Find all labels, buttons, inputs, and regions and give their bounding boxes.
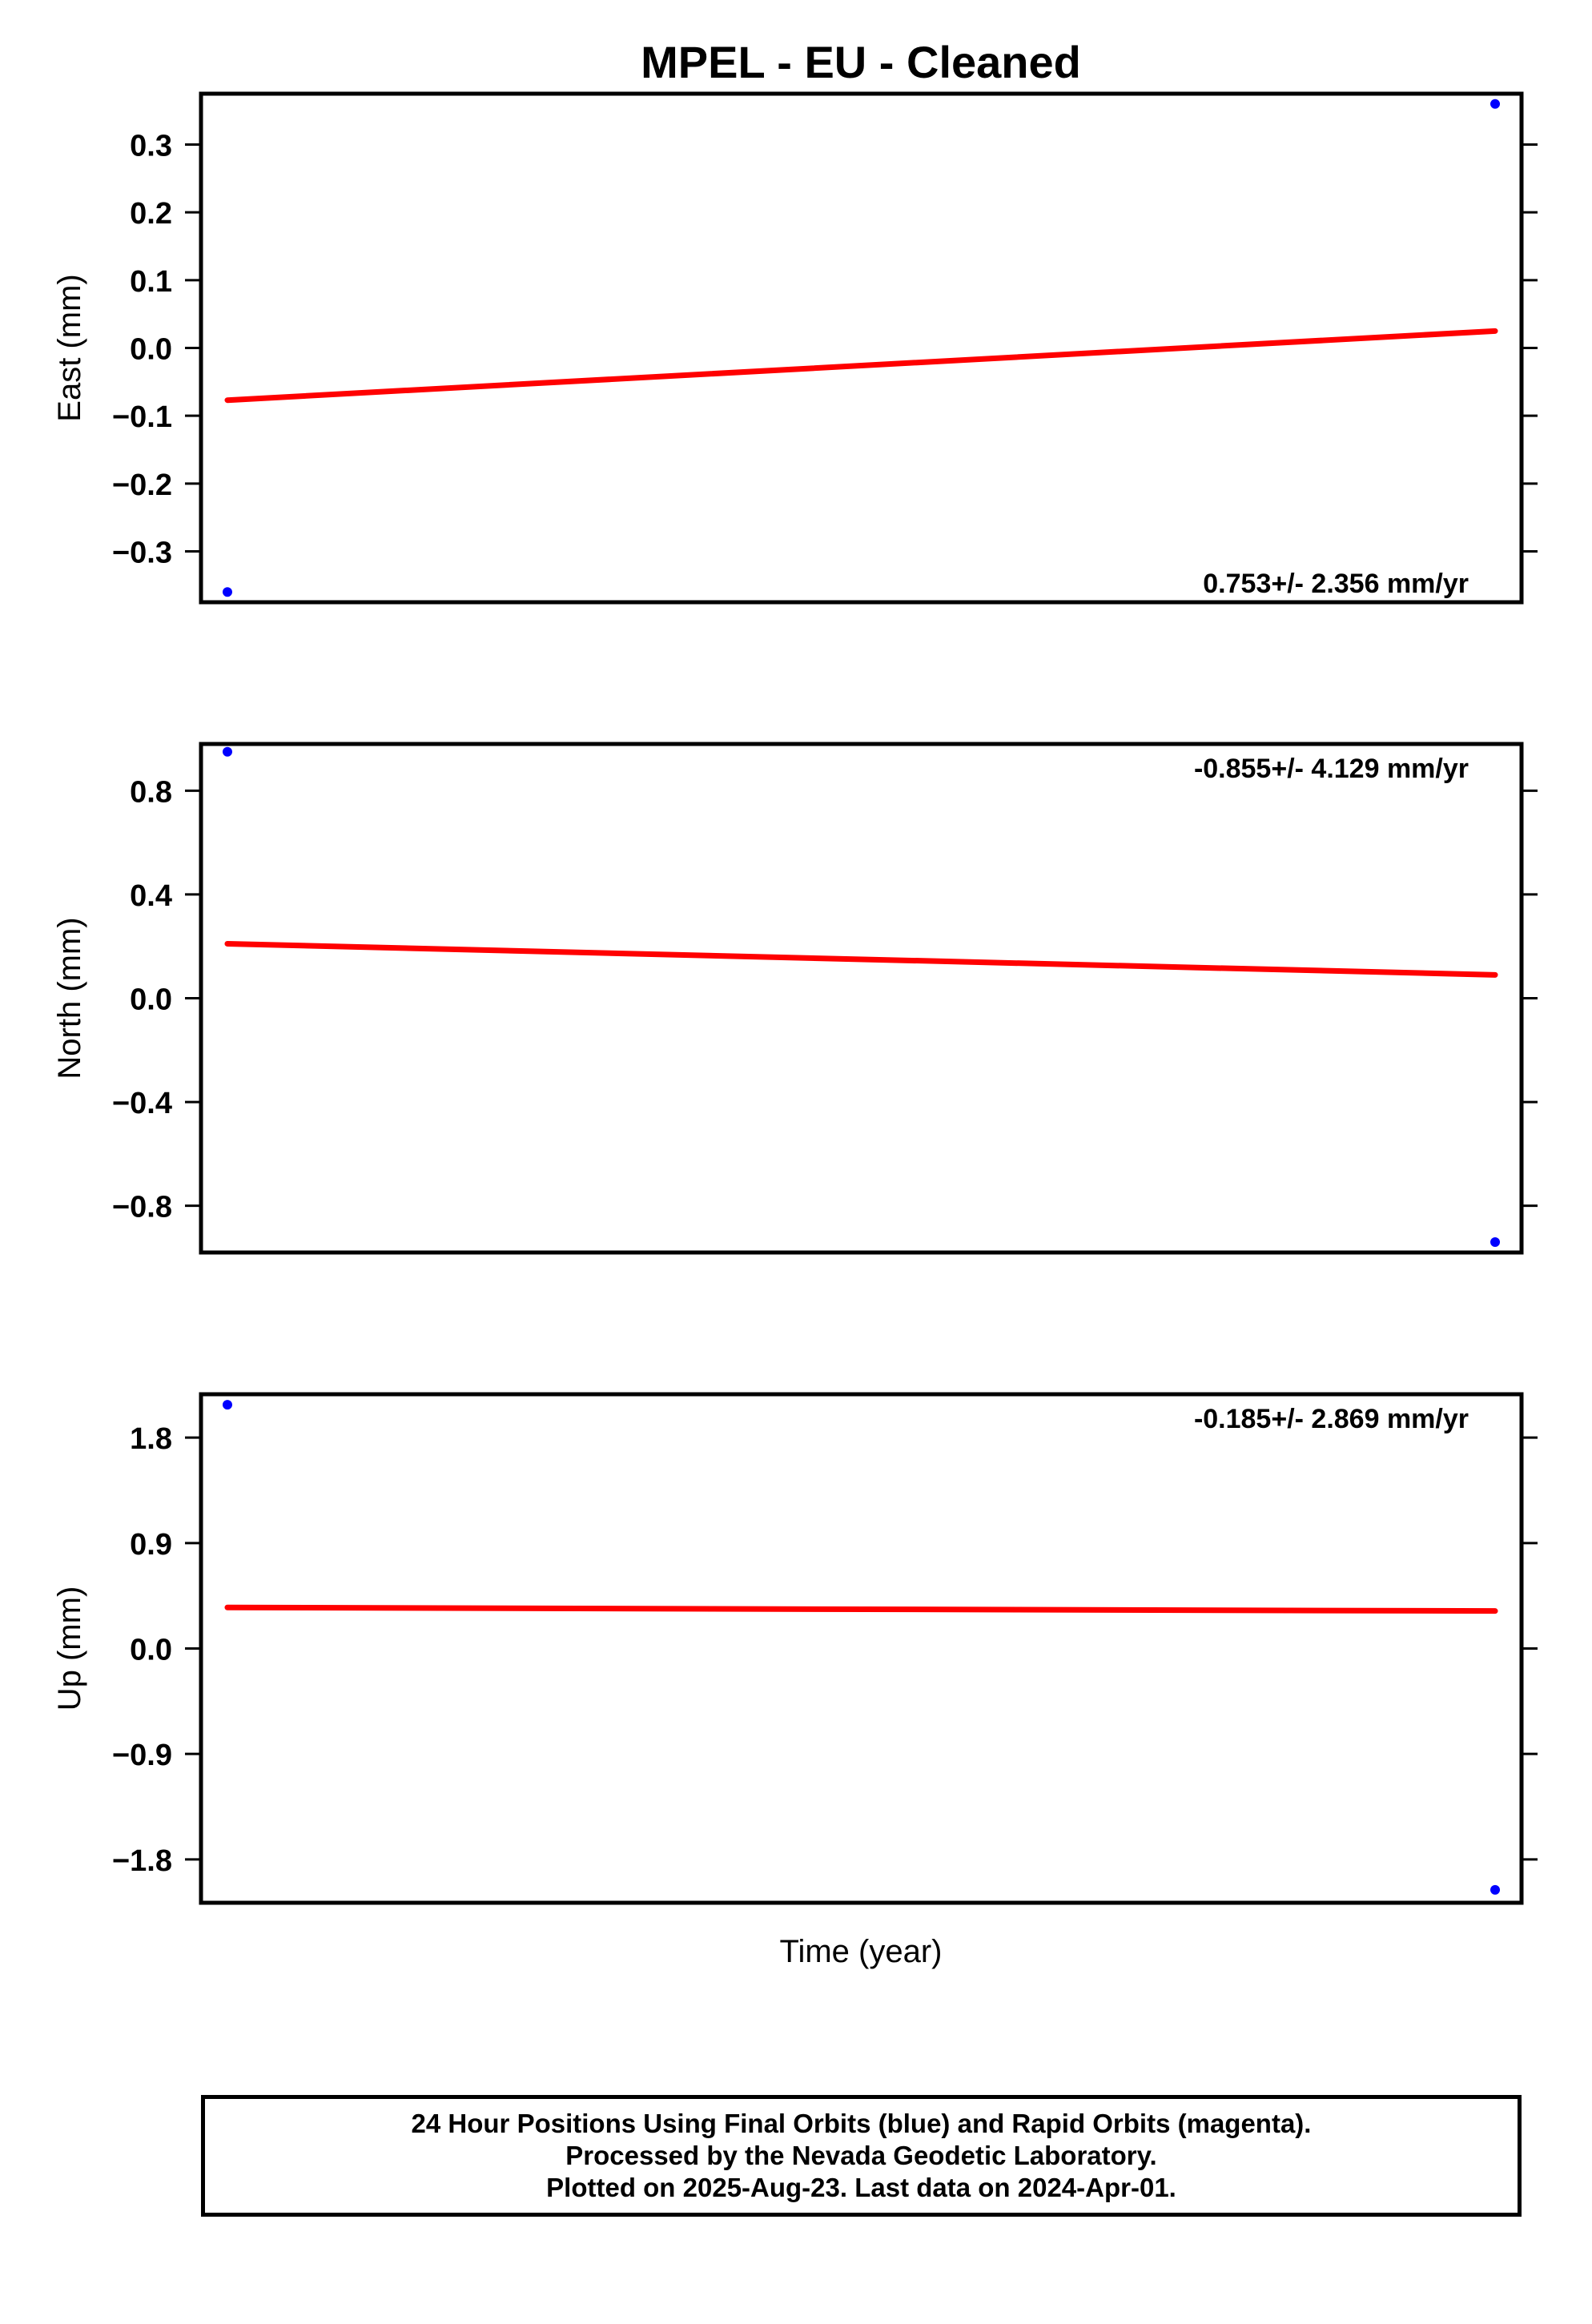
east-ytick-label: −0.1 — [112, 400, 172, 434]
north-data-point — [1490, 1237, 1501, 1248]
east-ytick-label: −0.3 — [112, 537, 172, 570]
panels: 0.3 0.2 0.1 0.0 −0.1 −0.2 −0.3 East (mm) 0.753+/… — [52, 91, 1538, 1905]
north-ytick-label: −0.8 — [112, 1191, 172, 1224]
north-plot-frame — [199, 742, 1524, 1255]
up-trend-line — [224, 1604, 1498, 1614]
east-rate-label: 0.753+/- 2.356 mm/yr — [1203, 569, 1469, 599]
footer-line-1: 24 Hour Positions Using Final Orbits (bl… — [411, 2109, 1312, 2138]
north-ytick-label: 0.8 — [130, 775, 172, 809]
footer-line-3: Plotted on 2025-Aug-23. Last data on 202… — [546, 2173, 1176, 2202]
north-rate-label: -0.855+/- 4.129 mm/yr — [1194, 754, 1469, 784]
up-data-point — [222, 1400, 232, 1410]
east-ytick-label: −0.2 — [112, 468, 172, 502]
east-ytick-label: 0.3 — [130, 130, 172, 163]
east-panel: 0.3 0.2 0.1 0.0 −0.1 −0.2 −0.3 East (mm) 0.753+/… — [52, 91, 1538, 605]
north-data-point — [222, 746, 232, 757]
up-ytick-label: −0.9 — [112, 1739, 172, 1772]
x-axis-label: Time (year) — [780, 1934, 943, 1969]
north-trend-line — [224, 940, 1498, 978]
east-ytick-label: 0.0 — [130, 333, 172, 367]
east-y-axis-label: East (mm) — [52, 274, 87, 421]
east-trend-line — [224, 328, 1498, 404]
north-y-axis-label: North (mm) — [52, 917, 87, 1079]
up-ytick-label: 0.9 — [130, 1528, 172, 1562]
east-ytick-label: 0.2 — [130, 197, 172, 231]
up-rate-label: -0.185+/- 2.869 mm/yr — [1194, 1404, 1469, 1434]
up-ytick-label: 0.0 — [130, 1634, 172, 1667]
east-ytick-label: 0.1 — [130, 265, 172, 299]
east-data-point — [222, 587, 232, 597]
up-plot-frame — [199, 1392, 1524, 1905]
north-ytick-label: 0.0 — [130, 983, 172, 1017]
north-panel: 0.8 0.4 0.0 −0.4 −0.8 North (mm) -0.855+/- 4.1… — [52, 742, 1538, 1255]
east-plot-frame — [199, 91, 1524, 605]
north-ytick-label: 0.4 — [130, 879, 172, 913]
footer-line-2: Processed by the Nevada Geodetic Laborat… — [565, 2141, 1157, 2170]
up-data-point — [1490, 1884, 1501, 1895]
up-ytick-label: 1.8 — [130, 1422, 172, 1456]
north-ytick-label: −0.4 — [112, 1087, 172, 1120]
up-y-axis-label: Up (mm) — [52, 1586, 87, 1711]
up-panel: 1.8 0.9 0.0 −0.9 −1.8 Up (mm) -0.185+/- 2.869 … — [52, 1392, 1538, 1905]
up-ytick-label: −1.8 — [112, 1844, 172, 1878]
east-data-point — [1490, 99, 1501, 109]
chart-title: MPEL - EU - Cleaned — [641, 37, 1081, 87]
footer-box: 24 Hour Positions Using Final Orbits (bl… — [201, 2095, 1522, 2217]
